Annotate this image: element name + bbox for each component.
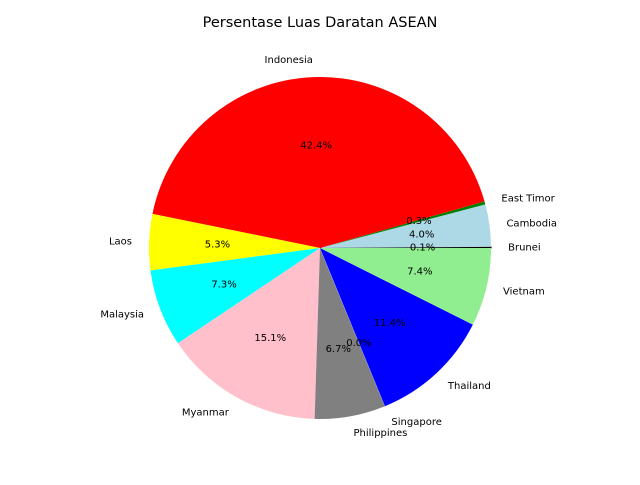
pie-slice-thailand [320, 248, 473, 407]
slice-label-vietnam: Vietnam [503, 286, 545, 297]
slices-layer [149, 76, 492, 419]
slice-label-indonesia: Indonesia [265, 55, 313, 66]
pie-slice-laos [149, 213, 320, 271]
slice-label-east-timor: East Timor [501, 193, 555, 204]
pie-slice-brunei [319, 246, 492, 249]
slice-percent-indonesia: 42.4% [300, 140, 332, 151]
slice-percent-vietnam: 7.4% [407, 267, 432, 278]
pie-slice-indonesia [152, 76, 485, 248]
slice-percent-laos: 5.3% [205, 239, 230, 250]
pie-slice-east-timor [320, 201, 486, 248]
slice-label-philippines: Philippines [354, 428, 408, 439]
slice-label-thailand: Thailand [447, 381, 491, 392]
pie-slice-malaysia [150, 248, 320, 344]
pie-slice-vietnam [320, 248, 491, 325]
slice-percent-singapore: 0.0% [346, 338, 371, 349]
slice-percent-philippines: 6.7% [326, 344, 351, 355]
pie-slice-cambodia [320, 204, 491, 248]
slice-label-singapore: Singapore [391, 417, 441, 428]
slice-label-cambodia: Cambodia [506, 218, 557, 229]
pie-slice-philippines [314, 248, 385, 419]
pie-slice-myanmar [177, 248, 320, 419]
slice-percent-malaysia: 7.3% [211, 279, 236, 290]
slice-percent-cambodia: 4.0% [409, 230, 434, 241]
slice-label-brunei: Brunei [508, 242, 541, 253]
slice-percent-east-timor: 0.3% [406, 216, 431, 227]
chart-title: Persentase Luas Daratan ASEAN [203, 15, 438, 31]
slice-label-laos: Laos [109, 237, 132, 248]
slice-label-malaysia: Malaysia [100, 309, 144, 320]
slice-percent-myanmar: 15.1% [254, 333, 286, 344]
labels-layer: Brunei 0.1% Cambodia 4.0% East Timor 0.3% Indo… [100, 55, 557, 439]
slice-percent-brunei: 0.1% [410, 243, 435, 254]
slice-percent-thailand: 11.4% [374, 318, 406, 329]
slice-label-myanmar: Myanmar [182, 408, 230, 419]
